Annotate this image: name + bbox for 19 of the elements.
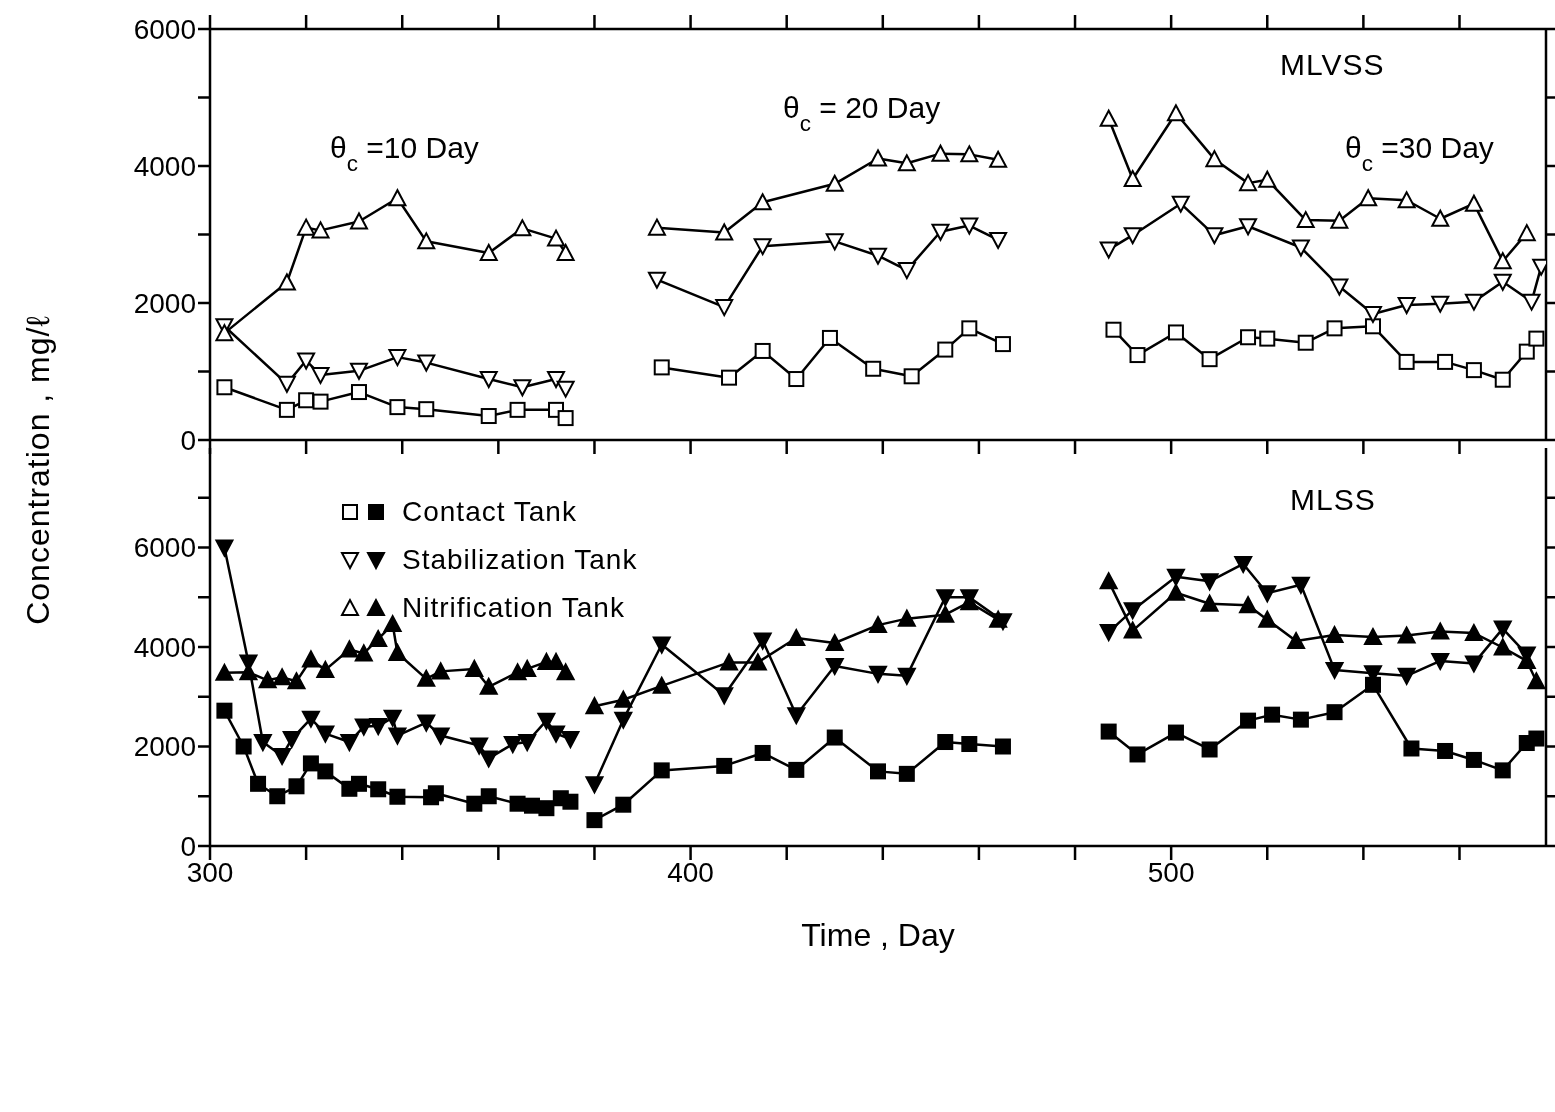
y-tick-label: 6000 — [133, 532, 196, 564]
legend-label: Nitrification Tank — [402, 592, 625, 624]
y-tick-label: 4000 — [133, 631, 196, 663]
annotation: θ$_{c}$ =10 Day — [330, 131, 479, 176]
text: MLVSS — [1280, 48, 1385, 82]
x-axis-title: Time , Day — [801, 917, 955, 953]
y-tick-label: 6000 — [133, 13, 196, 45]
y-tick-label: 2000 — [133, 287, 196, 319]
legend-label: Contact Tank — [402, 496, 577, 528]
x-tick-label: 400 — [667, 856, 714, 888]
y-tick-label: 2000 — [133, 731, 196, 763]
y-tick-label: 0 — [180, 424, 196, 456]
y-tick-label: 4000 — [133, 150, 196, 182]
y-axis-title: Concentration , mg/ℓ — [19, 315, 57, 625]
annotation: θ$_{c}$ = 20 Day — [783, 91, 941, 136]
x-tick-label: 500 — [1147, 856, 1195, 888]
legend-label: Stabilization Tank — [402, 544, 638, 576]
annotation: θ$_{c}$ =30 Day — [1345, 131, 1494, 176]
text: MLSS — [1290, 483, 1376, 517]
